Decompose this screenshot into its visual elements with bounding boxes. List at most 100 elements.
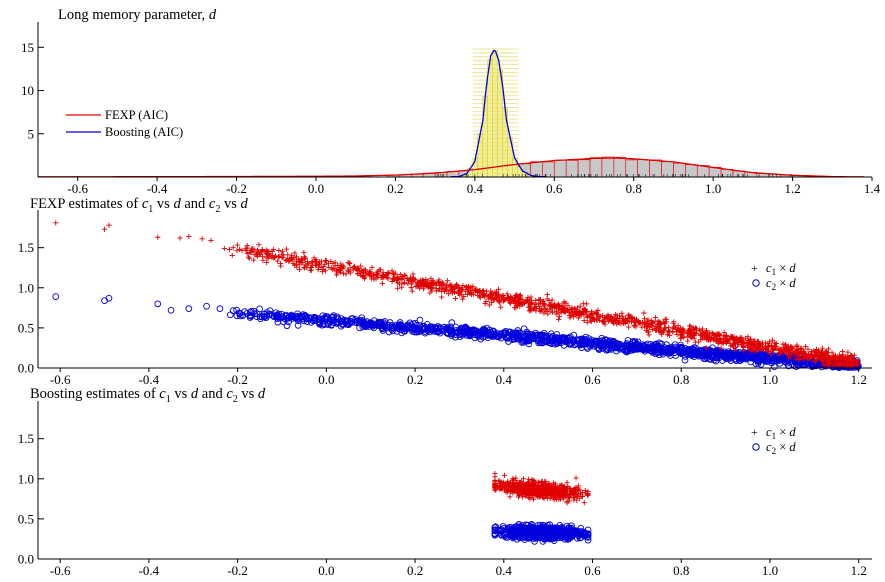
c1-point (101, 226, 108, 232)
c2-point (258, 313, 266, 321)
c1-point (391, 276, 398, 282)
c2-point (525, 334, 533, 342)
c1-point (551, 485, 557, 491)
c2-point (752, 360, 760, 368)
c1-point (540, 482, 546, 488)
c2-point (432, 327, 440, 335)
c1-point (692, 339, 698, 345)
c1-point (395, 285, 401, 291)
fexp-histogram-bar (553, 159, 567, 178)
density-x-tick-label: 1.2 (784, 181, 800, 196)
c2-point (606, 340, 614, 348)
c2-point (486, 326, 493, 334)
c2-point (246, 311, 254, 319)
c1-point (493, 487, 499, 493)
c1-point (801, 350, 807, 356)
c1-point (699, 331, 706, 337)
c2-point (579, 341, 586, 348)
c1-point (251, 246, 257, 252)
c1-point (611, 320, 617, 326)
boosting-title: Boosting estimates of c1 vs d and c2 vs … (30, 386, 266, 405)
c1-point (786, 351, 792, 358)
c1-point (376, 267, 382, 273)
c1-point (684, 331, 690, 337)
c1-point (410, 271, 416, 277)
c1-point (705, 334, 712, 340)
c1-point (644, 318, 650, 324)
c1-point (561, 308, 568, 315)
c1-point (730, 344, 737, 350)
c2-point (512, 527, 519, 535)
c1-point (752, 347, 758, 354)
c2-point (491, 531, 499, 539)
c2-point (52, 293, 60, 300)
c1-point (485, 293, 491, 299)
c2-point (742, 351, 749, 359)
c1-point (688, 323, 694, 329)
c2-point (546, 333, 553, 340)
c2-point (495, 529, 502, 537)
c2-point (314, 316, 322, 324)
c1-point (625, 324, 632, 330)
c1-point (641, 310, 647, 316)
c1-point (518, 481, 524, 487)
fexp-title: FEXP estimates of c1 vs d and c2 vs d (30, 196, 248, 215)
c1-point (475, 288, 481, 294)
c2-point (588, 339, 596, 347)
c2-point (531, 526, 539, 534)
c1-point (835, 362, 842, 369)
c1-point (558, 489, 564, 495)
c1-point (616, 320, 622, 326)
c1-point (498, 485, 504, 491)
c1-point (688, 333, 694, 339)
c1-point (553, 308, 559, 314)
c1-point (805, 346, 811, 352)
c1-point (691, 326, 697, 332)
c1-point (646, 332, 652, 338)
c1-point (380, 269, 386, 275)
c1-point (589, 309, 595, 315)
c1-point (496, 297, 502, 303)
c2-point (693, 349, 701, 356)
c1-point (783, 345, 789, 352)
boosting-x-tick-label: 0.4 (496, 563, 513, 578)
c1-point (495, 286, 502, 292)
c1-point (265, 256, 271, 262)
c1-point (581, 301, 587, 307)
c1-point (538, 485, 544, 491)
c1-point (521, 490, 527, 496)
c2-point (532, 329, 539, 337)
c1-point (512, 481, 518, 488)
c1-point (464, 286, 471, 292)
c2-point (509, 533, 516, 540)
c1-point (771, 345, 777, 352)
c1-point (419, 279, 425, 285)
fexp-histogram-bar (565, 160, 579, 178)
c1-point (845, 349, 851, 355)
c1-point (260, 253, 266, 259)
c1-point (319, 269, 325, 275)
c1-point (441, 283, 447, 289)
c1-point (670, 321, 676, 327)
c1-point (829, 357, 835, 363)
fexp-histogram-bar (649, 159, 662, 178)
fexp-histogram-bar (685, 164, 698, 178)
c2-point (426, 328, 434, 336)
c1-point (367, 272, 373, 278)
c2-point (698, 347, 706, 355)
c1-point (553, 481, 559, 487)
c1-point (288, 254, 294, 261)
c1-point (849, 354, 856, 360)
c1-point (740, 347, 746, 354)
c2-point (524, 333, 531, 341)
c1-point (556, 313, 563, 320)
c1-point (567, 315, 573, 321)
c1-point (569, 306, 575, 312)
c1-point (815, 350, 821, 356)
c2-point (378, 321, 386, 329)
c1-point (724, 338, 730, 344)
density-title: Long memory parameter, d (58, 7, 217, 23)
c2-point (226, 311, 234, 319)
c1-point (520, 489, 526, 495)
